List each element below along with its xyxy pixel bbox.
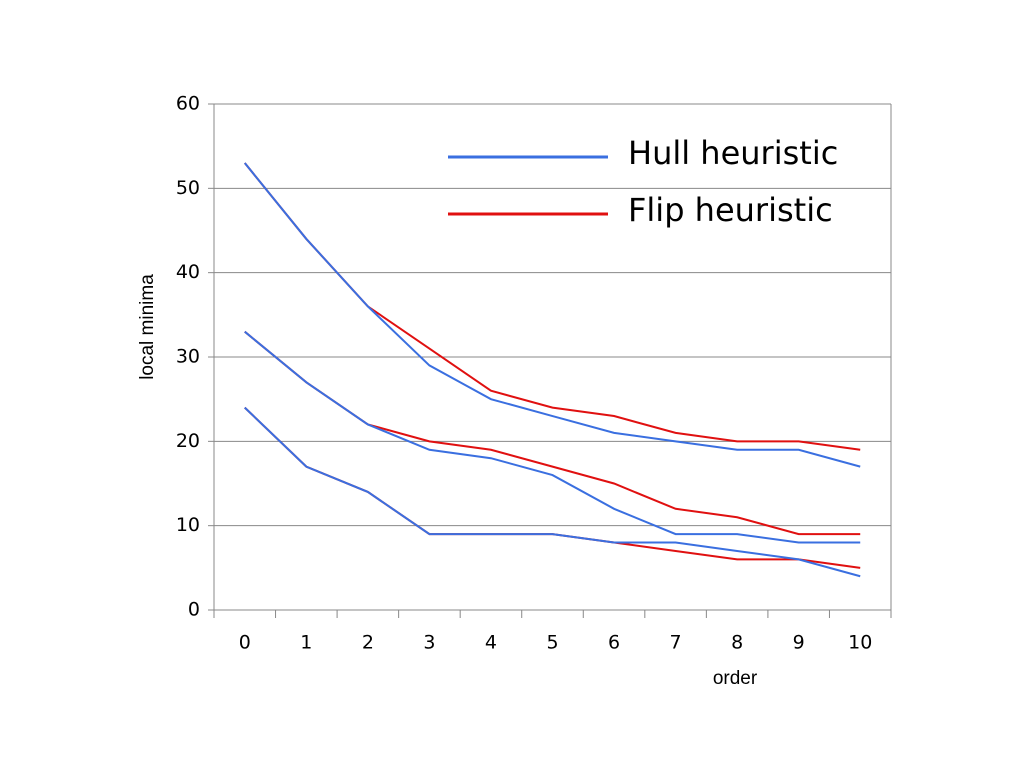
y-axis-title: local minima	[137, 274, 158, 380]
y-tick-label: 40	[176, 261, 200, 283]
legend-label: Flip heuristic	[628, 191, 833, 229]
y-tick-label: 50	[176, 177, 200, 199]
x-tick-label: 2	[362, 632, 374, 654]
y-tick-label: 20	[176, 430, 200, 452]
x-tick-label: 1	[300, 632, 312, 654]
x-tick-label: 9	[793, 632, 805, 654]
series-line	[244, 406, 861, 569]
x-tick-label: 0	[239, 632, 251, 654]
y-tick-label: 10	[176, 514, 200, 536]
series-line	[244, 330, 861, 536]
y-tick-label: 30	[176, 346, 200, 368]
x-tick-label: 10	[848, 632, 872, 654]
series-line	[244, 406, 861, 578]
x-tick-label: 3	[423, 632, 435, 654]
series-line	[243, 162, 861, 468]
x-axis-title: order	[713, 668, 758, 689]
x-tick-label: 5	[546, 632, 558, 654]
x-tick-label: 7	[670, 632, 682, 654]
y-tick-label: 60	[176, 93, 200, 115]
x-tick-label: 6	[608, 632, 620, 654]
legend-label: Hull heuristic	[628, 134, 838, 172]
x-tick-label: 4	[485, 632, 497, 654]
series-line	[244, 330, 861, 544]
x-tick-label: 8	[731, 632, 743, 654]
y-tick-label: 0	[188, 599, 200, 621]
